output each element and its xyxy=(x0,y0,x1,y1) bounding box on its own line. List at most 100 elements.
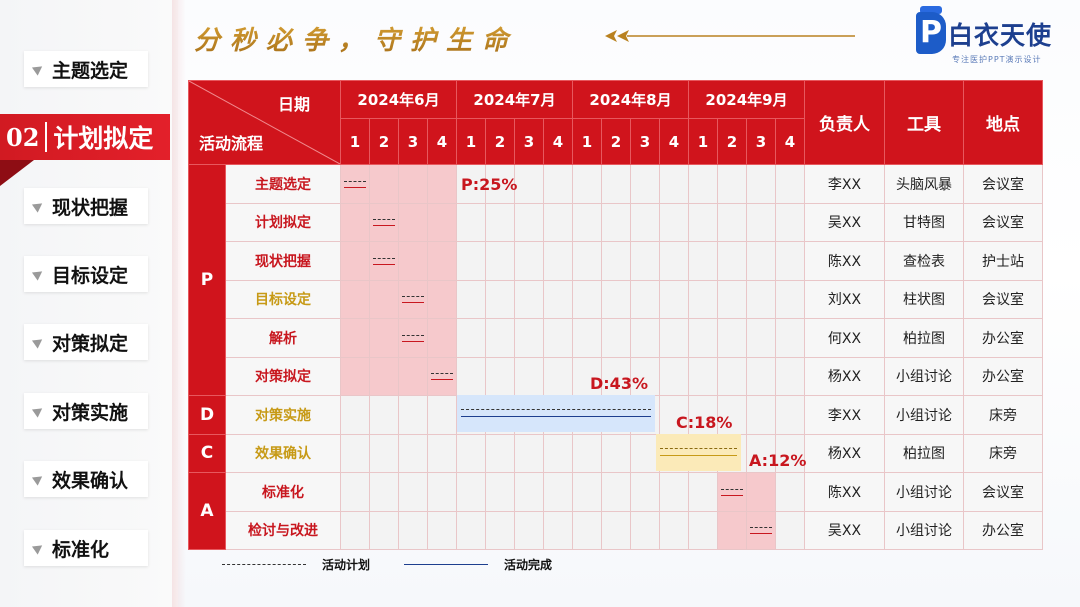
week-cell xyxy=(485,202,515,242)
week-cell xyxy=(775,395,805,435)
plan-mark xyxy=(402,333,424,343)
week-cell xyxy=(340,241,370,281)
owner-cell: 何XX xyxy=(804,318,885,358)
week-cell xyxy=(572,472,602,512)
triangle-icon xyxy=(31,62,46,76)
week-cell xyxy=(630,318,660,358)
activity-name: 解析 xyxy=(225,318,341,358)
section-number: 02 xyxy=(6,122,40,152)
place-cell: 办公室 xyxy=(963,510,1043,550)
sidebar-item-implement[interactable]: 对策实施 xyxy=(24,393,148,429)
week-header: 3 xyxy=(630,118,660,165)
phase-label: D xyxy=(188,395,226,435)
week-cell xyxy=(427,510,457,550)
week-cell xyxy=(601,472,631,512)
week-cell xyxy=(340,472,370,512)
week-cell xyxy=(543,472,573,512)
week-cell xyxy=(340,279,370,319)
week-cell xyxy=(543,318,573,358)
week-cell xyxy=(369,395,399,435)
week-cell xyxy=(601,202,631,242)
week-header: 4 xyxy=(775,118,805,165)
week-cell xyxy=(630,472,660,512)
week-cell xyxy=(717,318,747,358)
sidebar-item-goal[interactable]: 目标设定 xyxy=(24,256,148,292)
sidebar-item-countermeasure[interactable]: 对策拟定 xyxy=(24,324,148,360)
sidebar-item-status[interactable]: 现状把握 xyxy=(24,188,148,224)
week-cell xyxy=(775,356,805,396)
week-cell xyxy=(601,433,631,473)
week-cell xyxy=(717,510,747,550)
sidebar-item-plan-active[interactable]: 02 计划拟定 xyxy=(0,114,170,160)
week-cell xyxy=(775,318,805,358)
week-cell xyxy=(659,510,689,550)
week-cell xyxy=(514,318,544,358)
sidebar-item-label: 对策拟定 xyxy=(52,332,129,355)
place-cell: 护士站 xyxy=(963,241,1043,281)
week-cell xyxy=(427,433,457,473)
week-cell xyxy=(514,356,544,396)
tool-cell: 查检表 xyxy=(884,241,964,281)
sidebar-item-label: 主题选定 xyxy=(52,59,129,82)
owner-cell: 刘XX xyxy=(804,279,885,319)
plan-mark xyxy=(373,256,395,266)
month-header: 2024年7月 xyxy=(456,80,573,119)
legend-plan-line xyxy=(222,564,306,565)
week-header: 1 xyxy=(572,118,602,165)
week-cell xyxy=(514,472,544,512)
sidebar-item-effect[interactable]: 效果确认 xyxy=(24,461,148,497)
ribbon-fold xyxy=(0,160,34,186)
week-cell xyxy=(659,318,689,358)
week-cell xyxy=(427,395,457,435)
logo: P 白衣天使 专注医护PPT演示设计 xyxy=(916,6,1066,66)
week-cell xyxy=(485,241,515,281)
week-cell xyxy=(746,395,776,435)
activity-name: 目标设定 xyxy=(225,279,341,319)
week-cell xyxy=(659,356,689,396)
sidebar-item-label: 对策实施 xyxy=(52,401,129,424)
week-cell xyxy=(717,279,747,319)
phase-label: P xyxy=(188,164,226,396)
p-percentage: P:25% xyxy=(461,175,518,194)
place-cell: 床旁 xyxy=(963,395,1043,435)
owner-cell: 吴XX xyxy=(804,510,885,550)
week-cell xyxy=(543,241,573,281)
sidebar-item-standardize[interactable]: 标准化 xyxy=(24,530,148,566)
week-cell xyxy=(601,279,631,319)
table-row: 目标设定 刘XX 柱状图 会议室 xyxy=(189,279,1043,319)
triangle-icon xyxy=(31,472,46,486)
divider xyxy=(45,122,48,152)
activity-name: 效果确认 xyxy=(225,433,341,473)
week-cell xyxy=(601,356,631,396)
activity-name: 现状把握 xyxy=(225,241,341,281)
phase-label: C xyxy=(188,433,226,473)
tool-cell: 甘特图 xyxy=(884,202,964,242)
activity-name: 对策实施 xyxy=(225,395,341,435)
week-cell xyxy=(485,164,515,204)
activity-name: 主题选定 xyxy=(225,164,341,204)
week-cell xyxy=(717,472,747,512)
month-header: 2024年6月 xyxy=(340,80,457,119)
week-header: 4 xyxy=(659,118,689,165)
week-cell xyxy=(630,241,660,281)
week-cell xyxy=(572,433,602,473)
week-header: 2 xyxy=(369,118,399,165)
plan-mark xyxy=(402,294,424,304)
sidebar-item-topic[interactable]: 主题选定 xyxy=(24,51,148,87)
week-header: 3 xyxy=(514,118,544,165)
week-cell xyxy=(427,164,457,204)
week-cell xyxy=(485,318,515,358)
tool-cell: 头脑风暴 xyxy=(884,164,964,204)
place-cell: 办公室 xyxy=(963,318,1043,358)
tool-cell: 柱状图 xyxy=(884,279,964,319)
c-percentage: C:18% xyxy=(676,413,733,432)
legend-done-label: 活动完成 xyxy=(504,558,553,572)
week-header: 3 xyxy=(746,118,776,165)
plan-mark xyxy=(344,179,366,189)
week-cell xyxy=(543,356,573,396)
week-cell xyxy=(398,356,428,396)
week-cell xyxy=(630,279,660,319)
week-cell xyxy=(659,279,689,319)
week-cell xyxy=(456,472,486,512)
week-cell xyxy=(427,318,457,358)
